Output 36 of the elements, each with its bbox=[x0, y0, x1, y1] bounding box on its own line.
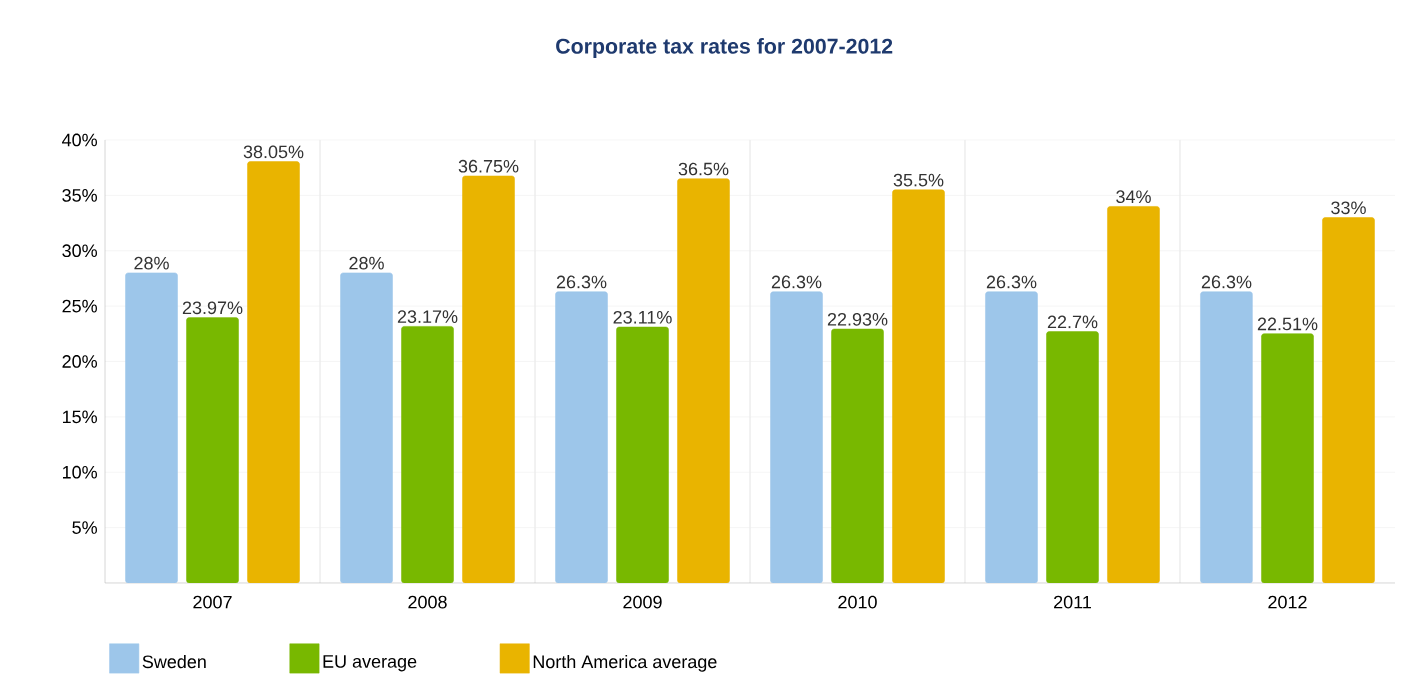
y-tick-label: 30% bbox=[62, 244, 97, 258]
data-label: 22.93% bbox=[827, 312, 888, 326]
y-tick-label: 15% bbox=[62, 410, 97, 424]
data-label: 22.7% bbox=[1047, 315, 1098, 329]
x-tick-label: 2007 bbox=[193, 595, 232, 609]
y-tick-label: 10% bbox=[62, 465, 97, 479]
data-label: 26.3% bbox=[1201, 275, 1252, 289]
x-tick-label: 2012 bbox=[1268, 595, 1307, 609]
data-label: 23.11% bbox=[613, 310, 672, 324]
data-label: 23.17% bbox=[397, 310, 458, 323]
data-label: 26.3% bbox=[771, 275, 822, 289]
data-label: 26.3% bbox=[986, 275, 1037, 289]
y-tick-label: 5% bbox=[72, 521, 97, 534]
data-label: 23.97% bbox=[182, 301, 243, 315]
data-label: 36.75% bbox=[458, 159, 519, 173]
data-label: 33% bbox=[1331, 201, 1366, 215]
data-label: 28% bbox=[134, 256, 169, 270]
x-tick-label: 2010 bbox=[838, 595, 877, 609]
y-tick-label: 20% bbox=[62, 355, 97, 368]
data-label: 35.5% bbox=[893, 173, 944, 187]
legend-label: EU average bbox=[323, 655, 417, 672]
x-tick-label: 2011 bbox=[1054, 595, 1091, 609]
chart-title: Corporate tax rates for 2007-2012 bbox=[556, 38, 893, 58]
data-label: 26.3% bbox=[556, 275, 607, 289]
data-label: 38.05% bbox=[243, 145, 304, 159]
y-tick-label: 35% bbox=[62, 189, 97, 202]
data-label: 22.51% bbox=[1257, 317, 1318, 331]
y-tick-label: 40% bbox=[62, 133, 97, 147]
data-label: 36.5% bbox=[678, 162, 729, 176]
x-tick-label: 2009 bbox=[623, 595, 662, 609]
x-tick-label: 2008 bbox=[408, 595, 447, 609]
legend-label: North America average bbox=[533, 654, 717, 672]
y-tick-label: 25% bbox=[62, 299, 97, 313]
legend-label: Sweden bbox=[142, 654, 206, 669]
data-label: 28% bbox=[349, 256, 384, 270]
data-label: 34% bbox=[1116, 190, 1151, 204]
